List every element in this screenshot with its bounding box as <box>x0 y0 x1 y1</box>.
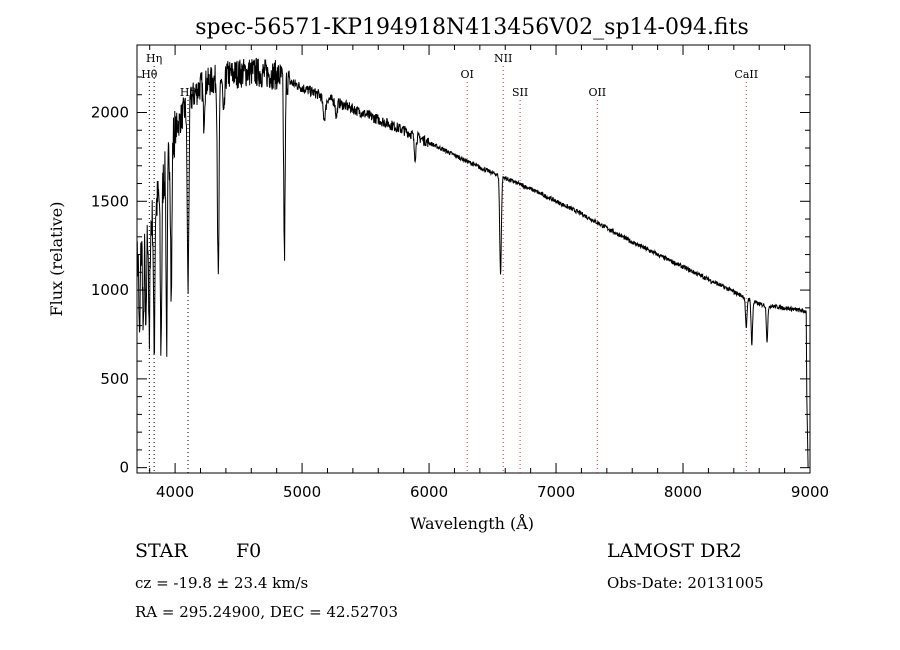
object-class: STAR <box>135 540 188 562</box>
x-axis-label: Wavelength (Å) <box>410 513 534 533</box>
line-label: CaII <box>734 68 758 81</box>
line-label: Hθ <box>141 68 158 81</box>
x-tick-label: 9000 <box>791 483 829 501</box>
line-label: OII <box>588 86 606 99</box>
spectrum-series-line <box>136 57 809 468</box>
axis-ticks: 4000 5000 6000 7000 8000 9000 0 500 1000 1500 2000 <box>91 45 829 501</box>
y-tick-label: 2000 <box>91 103 129 121</box>
plot-frame <box>136 44 811 474</box>
line-label: OI <box>460 68 473 81</box>
chart-title: spec-56571-KP194918N413456V02_sp14-094.f… <box>195 15 749 40</box>
survey-name: LAMOST DR2 <box>607 540 742 562</box>
x-tick-label: 5000 <box>283 483 321 501</box>
x-tick-label: 8000 <box>664 483 702 501</box>
observation-date: Obs-Date: 20131005 <box>607 574 764 592</box>
y-tick-label: 0 <box>119 459 129 477</box>
coordinates: RA = 295.24900, DEC = 42.52703 <box>135 603 399 621</box>
x-tick-label: 4000 <box>156 483 194 501</box>
y-tick-label: 1000 <box>91 281 129 299</box>
spectral-subclass: F0 <box>236 540 262 562</box>
line-label: Hη <box>146 52 162 65</box>
y-axis-label: Flux (relative) <box>47 202 66 317</box>
x-tick-label: 7000 <box>537 483 575 501</box>
redshift-value: cz = -19.8 ± 23.4 km/s <box>135 574 309 592</box>
y-tick-label: 1500 <box>91 192 129 210</box>
line-label: NII <box>494 52 512 65</box>
y-tick-label: 500 <box>100 370 129 388</box>
x-tick-label: 6000 <box>410 483 448 501</box>
line-label: SII <box>512 86 528 99</box>
